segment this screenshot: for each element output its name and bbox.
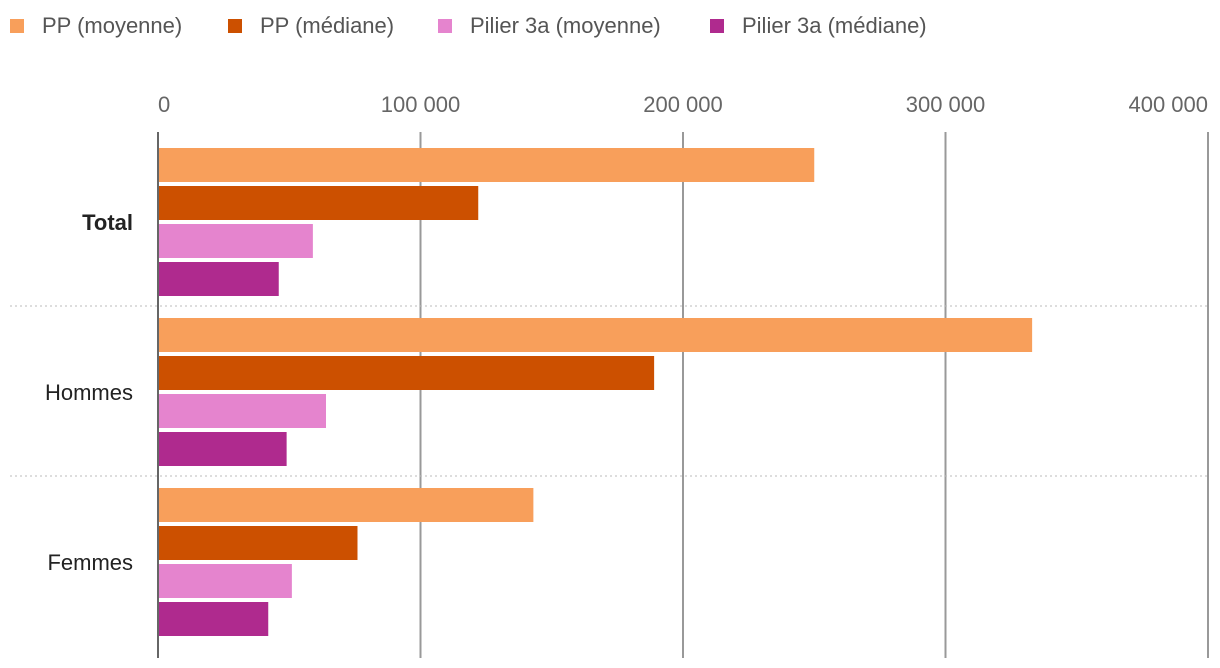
bar-femmes-pilier-3a-mediane (158, 602, 269, 636)
legend-swatch-pilier-3a-mediane (710, 19, 724, 33)
x-tick-label-300000: 300 000 (906, 92, 986, 117)
bar-hommes-pp-mediane (158, 356, 655, 390)
legend-swatch-pilier-3a-moyenne (438, 19, 452, 33)
chart-legend: PP (moyenne) PP (médiane) Pilier 3a (moyen… (10, 13, 927, 38)
category-labels: Total Hommes Femmes (45, 210, 133, 575)
x-tick-label-0: 0 (158, 92, 170, 117)
legend-swatch-pp-moyenne (10, 19, 24, 33)
bar-femmes-pilier-3a-moyenne (158, 564, 292, 598)
legend-label-pp-moyenne: PP (moyenne) (42, 13, 182, 38)
x-tick-label-100000: 100 000 (381, 92, 461, 117)
bar-total-pilier-3a-moyenne (158, 224, 313, 258)
bar-hommes-pilier-3a-mediane (158, 432, 287, 466)
x-axis-ticks: 0 100 000 200 000 300 000 400 000 (158, 92, 1208, 117)
bars (158, 148, 1033, 636)
category-label-total: Total (82, 210, 133, 235)
bar-total-pilier-3a-mediane (158, 262, 279, 296)
bar-femmes-pp-mediane (158, 526, 358, 560)
x-tick-label-400000: 400 000 (1128, 92, 1208, 117)
legend-label-pilier-3a-moyenne: Pilier 3a (moyenne) (470, 13, 661, 38)
category-label-femmes: Femmes (47, 550, 133, 575)
bar-femmes-pp-moyenne (158, 488, 534, 522)
legend-label-pilier-3a-mediane: Pilier 3a (médiane) (742, 13, 927, 38)
bar-total-pp-moyenne (158, 148, 815, 182)
x-tick-label-200000: 200 000 (643, 92, 723, 117)
category-label-hommes: Hommes (45, 380, 133, 405)
bar-hommes-pilier-3a-moyenne (158, 394, 326, 428)
legend-label-pp-mediane: PP (médiane) (260, 13, 394, 38)
category-separators (10, 305, 1210, 477)
legend-swatch-pp-mediane (228, 19, 242, 33)
bar-total-pp-mediane (158, 186, 479, 220)
gridlines (419, 132, 1209, 658)
bar-hommes-pp-moyenne (158, 318, 1033, 352)
